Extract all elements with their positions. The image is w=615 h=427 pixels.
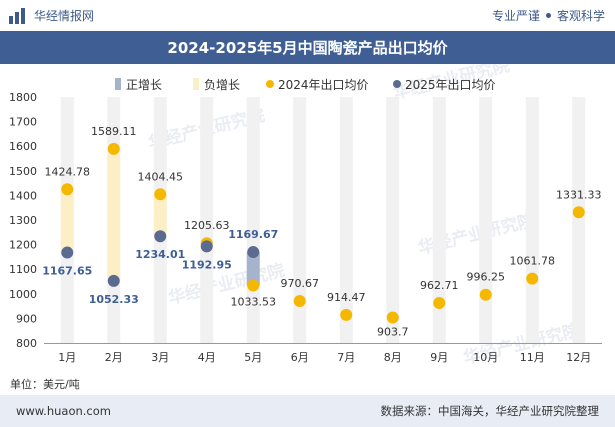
y-tick-label: 1400	[9, 189, 37, 202]
y-tick-label: 1300	[9, 214, 37, 227]
y-tick-label: 1700	[9, 116, 37, 129]
x-tick-label: 1月	[58, 351, 76, 364]
x-tick-label: 3月	[151, 351, 169, 364]
chart: 华经产业研究院华经产业研究院华经产业研究院华经产业研究院华经产业研究院80090…	[9, 64, 602, 369]
data-label-2024: 1424.78	[45, 165, 91, 178]
data-label-2024: 1033.53	[231, 296, 277, 309]
point-2025	[61, 246, 74, 259]
huajing-logo-icon	[9, 7, 25, 24]
x-tick-label: 11月	[520, 351, 545, 364]
column-band	[386, 97, 400, 343]
point-2024	[340, 308, 353, 321]
point-2025	[200, 240, 213, 253]
point-2024	[107, 142, 120, 155]
x-tick-label: 10月	[473, 351, 498, 364]
legend-positive-growth-marker	[115, 78, 121, 90]
data-label-2025: 1169.67	[228, 228, 278, 241]
point-2024	[479, 288, 492, 301]
legend-positive-growth-label: 正增长	[126, 78, 162, 92]
point-2025	[107, 274, 120, 287]
footer: www.huaon.com 数据来源：中国海关，华经产业研究院整理	[0, 395, 615, 427]
slogan-right: 客观科学	[556, 9, 605, 23]
legend-negative-growth-marker	[193, 78, 199, 90]
data-label-2024: 1331.33	[556, 188, 602, 201]
point-2024	[293, 295, 306, 308]
data-label-2024: 996.25	[467, 271, 506, 284]
data-label-2024: 970.67	[281, 277, 320, 290]
slogan-left: 专业严谨	[491, 9, 540, 23]
y-tick-label: 900	[16, 312, 37, 325]
data-label-2025: 1052.33	[89, 293, 139, 306]
column-band	[525, 97, 539, 343]
data-label-2025: 1167.65	[42, 265, 92, 278]
y-tick-label: 1800	[9, 91, 37, 104]
negative-growth-bar	[153, 194, 167, 237]
point-2024	[433, 296, 446, 309]
data-label-2024: 1404.45	[138, 170, 184, 183]
column-band	[479, 97, 493, 343]
column-band	[293, 97, 307, 343]
x-tick-label: 2月	[105, 351, 123, 364]
x-tick-label: 8月	[384, 351, 402, 364]
footer-source: 数据来源：中国海关，华经产业研究院整理	[380, 404, 600, 418]
y-tick-label: 1000	[9, 288, 37, 301]
brand: 华经情报网	[8, 7, 94, 25]
legend-2024-marker	[266, 80, 274, 88]
point-2024	[61, 183, 74, 196]
unit-label: 单位：美元/吨	[10, 378, 80, 391]
y-tick-label: 1500	[9, 165, 37, 178]
negative-growth-bar	[60, 189, 74, 253]
y-tick-label: 800	[16, 337, 37, 350]
column-band	[432, 97, 446, 343]
y-tick-label: 1200	[9, 239, 37, 252]
x-tick-label: 6月	[291, 351, 309, 364]
legend-2025-label: 2025年出口均价	[405, 78, 496, 92]
point-2024	[526, 272, 539, 285]
x-tick-label: 7月	[337, 351, 355, 364]
column-band	[200, 97, 214, 343]
negative-growth-bar	[107, 148, 121, 281]
data-label-2025: 1234.01	[135, 248, 185, 261]
separator-dot-icon	[545, 13, 551, 18]
slogan: 专业严谨 客观科学	[492, 7, 605, 24]
data-label-2024: 914.47	[327, 291, 366, 304]
chart-title: 2024-2025年5月中国陶瓷产品出口均价	[167, 39, 448, 57]
legend-2024-label: 2024年出口均价	[278, 78, 369, 92]
point-2024	[386, 311, 399, 324]
point-2024	[154, 188, 167, 201]
positive-growth-bar	[246, 252, 260, 286]
legend-2025-marker	[393, 80, 401, 88]
data-label-2024: 903.7	[377, 325, 409, 338]
top-bar: 华经情报网 专业严谨 客观科学	[0, 0, 615, 31]
legend-negative-growth-label: 负增长	[204, 78, 240, 92]
column-band	[339, 97, 353, 343]
brand-name: 华经情报网	[34, 9, 95, 23]
data-label-2024: 1061.78	[510, 255, 556, 268]
point-2024	[247, 279, 260, 292]
y-tick-label: 1100	[9, 263, 37, 276]
footer-website[interactable]: www.huaon.com	[16, 404, 111, 418]
x-tick-label: 4月	[198, 351, 216, 364]
x-tick-label: 9月	[430, 351, 448, 364]
data-label-2024: 1589.11	[91, 125, 137, 138]
chart-title-band: 2024-2025年5月中国陶瓷产品出口均价	[0, 31, 615, 64]
x-tick-label: 12月	[566, 351, 591, 364]
x-tick-label: 5月	[244, 351, 262, 364]
point-2025	[154, 230, 167, 243]
data-label-2025: 1192.95	[182, 258, 232, 271]
point-2024	[572, 206, 585, 219]
y-tick-label: 1600	[9, 140, 37, 153]
data-label-2024: 962.71	[420, 279, 459, 292]
point-2025	[247, 246, 260, 259]
column-band	[572, 97, 586, 343]
data-label-2024: 1205.63	[184, 219, 230, 232]
